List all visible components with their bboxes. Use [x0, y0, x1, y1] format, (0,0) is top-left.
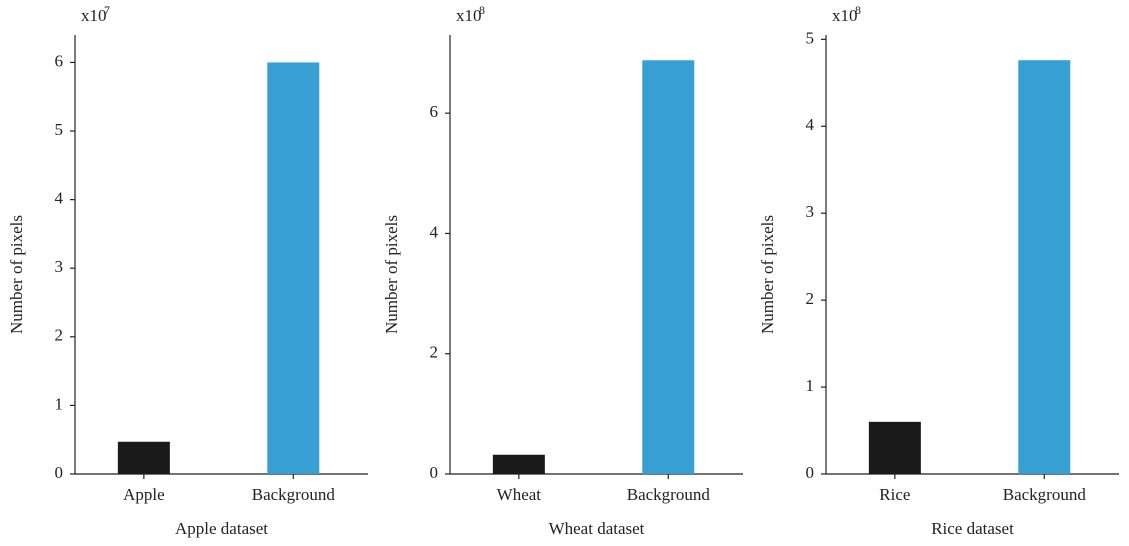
x-tick-label: Apple — [123, 485, 165, 504]
y-tick-label: 0 — [806, 463, 815, 482]
bar — [117, 441, 170, 474]
axis-multiplier-exponent: 8 — [479, 3, 485, 17]
bar — [868, 421, 921, 474]
bar — [492, 454, 545, 474]
x-tick-label: Background — [1003, 485, 1087, 504]
y-tick-label: 2 — [55, 326, 64, 345]
y-tick-label: 2 — [430, 343, 439, 362]
y-tick-label: 5 — [55, 120, 64, 139]
axis-multiplier-exponent: 8 — [855, 3, 861, 17]
bar — [1018, 60, 1071, 474]
y-axis-label: Number of pixels — [382, 215, 401, 334]
axis-multiplier: x10 — [456, 6, 482, 25]
x-tick-label: Background — [627, 485, 711, 504]
y-tick-label: 4 — [55, 189, 64, 208]
axis-multiplier: x10 — [81, 6, 107, 25]
y-axis-label: Number of pixels — [7, 215, 26, 334]
y-tick-label: 3 — [806, 202, 815, 221]
x-axis-label: Rice dataset — [931, 519, 1014, 538]
y-tick-label: 1 — [55, 394, 64, 413]
x-tick-label: Wheat — [497, 485, 542, 504]
y-tick-label: 0 — [55, 463, 64, 482]
y-tick-label: 4 — [806, 115, 815, 134]
axis-multiplier: x10 — [832, 6, 858, 25]
bar — [267, 62, 320, 474]
axis-multiplier-exponent: 7 — [104, 3, 110, 17]
y-axis-label: Number of pixels — [758, 215, 777, 334]
y-tick-label: 5 — [806, 28, 815, 47]
x-axis-label: Wheat dataset — [549, 519, 645, 538]
y-tick-label: 4 — [430, 222, 439, 241]
x-tick-label: Rice — [879, 485, 910, 504]
y-tick-label: 2 — [806, 289, 815, 308]
y-tick-label: 1 — [806, 376, 815, 395]
x-axis-label: Apple dataset — [175, 519, 268, 538]
y-tick-label: 6 — [430, 102, 439, 121]
bar — [642, 60, 695, 474]
x-tick-label: Background — [252, 485, 336, 504]
y-tick-label: 3 — [55, 257, 64, 276]
y-tick-label: 6 — [55, 51, 64, 70]
y-tick-label: 0 — [430, 463, 439, 482]
